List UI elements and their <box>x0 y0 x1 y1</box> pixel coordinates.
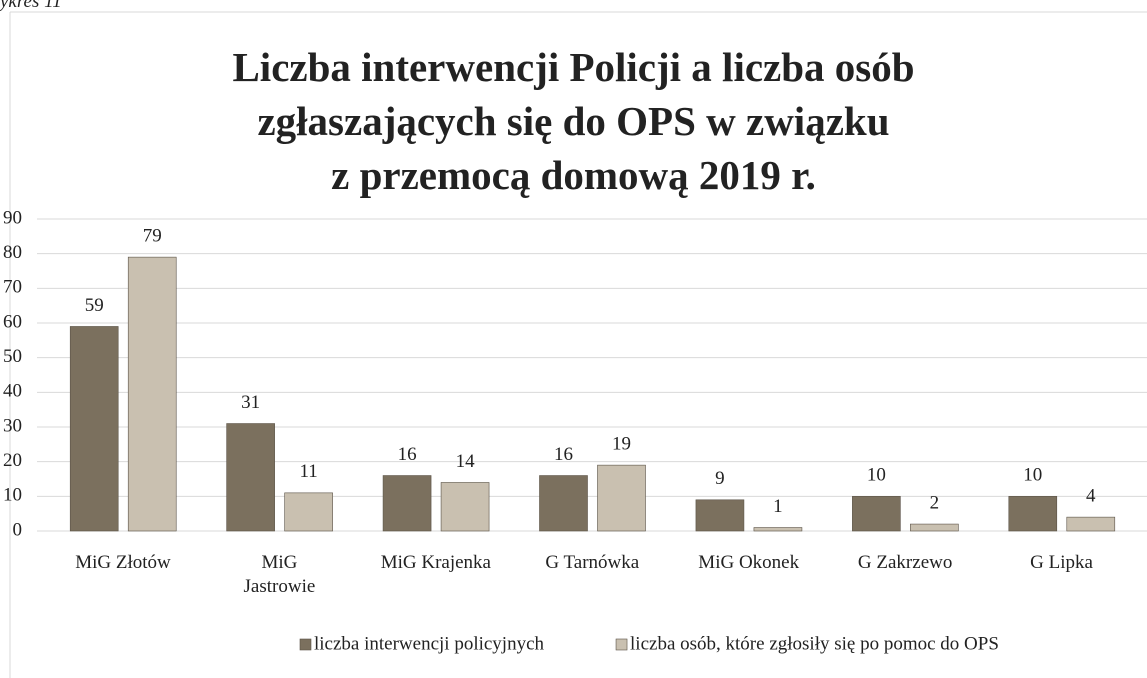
y-tick-label: 40 <box>3 381 22 402</box>
bar <box>1008 496 1058 532</box>
bar <box>1066 516 1116 532</box>
bar <box>539 475 588 532</box>
y-tick-label: 20 <box>3 450 22 471</box>
bar <box>284 492 333 532</box>
bar <box>382 475 432 532</box>
bar <box>695 499 745 532</box>
value-label: 10 <box>867 465 886 486</box>
bar <box>440 482 490 532</box>
y-tick-label: 80 <box>3 242 22 263</box>
caption: ykres 11 <box>0 0 62 12</box>
value-label: 14 <box>456 451 476 472</box>
bar <box>127 256 177 532</box>
y-tick-label: 30 <box>3 415 22 436</box>
bar <box>910 523 959 532</box>
value-label: 16 <box>398 444 417 465</box>
y-tick-label: 70 <box>3 277 22 298</box>
y-tick-label: 50 <box>3 346 22 367</box>
value-label: 19 <box>612 433 631 454</box>
bar <box>226 423 275 532</box>
y-tick-label: 60 <box>3 311 22 332</box>
value-label: 10 <box>1023 465 1042 486</box>
value-label: 79 <box>143 225 162 246</box>
bar <box>753 527 803 532</box>
value-label: 4 <box>1086 485 1096 506</box>
value-label: 16 <box>554 444 573 465</box>
x-tick-label: G Lipka <box>1030 552 1093 573</box>
legend-label: liczba interwencji policyjnych <box>314 633 545 654</box>
bar <box>852 496 901 532</box>
value-label: 31 <box>241 392 260 413</box>
x-tick-label: G Tarnówka <box>545 552 640 573</box>
chart-title: Liczba interwencji Policji a liczba osób… <box>232 44 915 198</box>
legend-swatch <box>615 638 628 651</box>
value-label: 11 <box>299 461 317 482</box>
x-tick-label: G Zakrzewo <box>857 552 953 573</box>
legend-label: liczba osób, które zgłosiły się po pomoc… <box>630 633 999 654</box>
x-tick-label: MiG Okonek <box>698 552 800 573</box>
value-label: 59 <box>85 295 104 316</box>
x-tick-label: MiG Złotów <box>75 552 171 573</box>
value-label: 2 <box>930 492 940 513</box>
bar <box>597 464 646 532</box>
bar <box>69 326 119 532</box>
y-tick-label: 0 <box>13 519 23 540</box>
y-tick-label: 10 <box>3 485 22 506</box>
y-tick-label: 90 <box>3 207 22 228</box>
value-label: 1 <box>773 496 783 517</box>
legend-swatch <box>299 638 312 651</box>
x-tick-label: MiG Jastrowie <box>243 552 316 597</box>
value-label: 9 <box>715 468 725 489</box>
x-tick-label: MiG Krajenka <box>380 552 491 573</box>
